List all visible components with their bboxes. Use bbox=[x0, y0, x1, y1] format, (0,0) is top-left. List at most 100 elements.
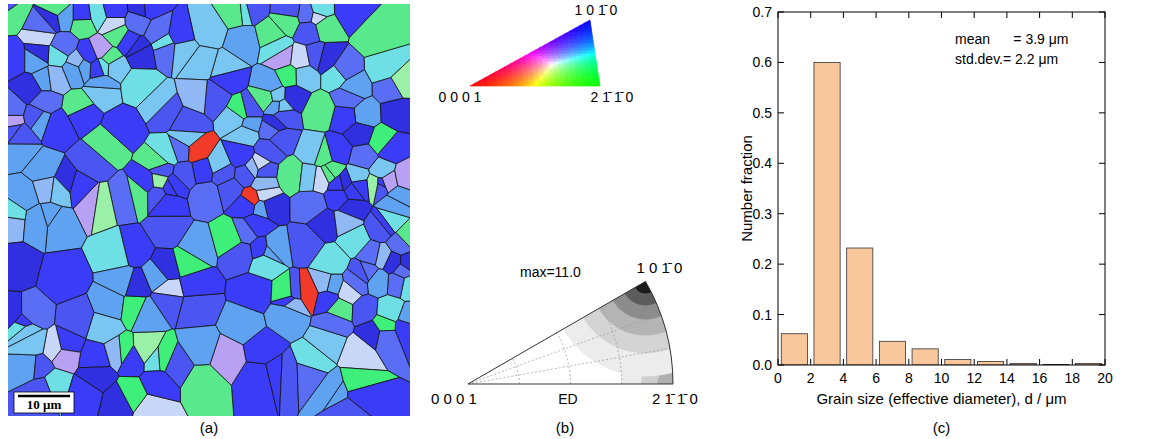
y-tick-label: 0.3 bbox=[753, 206, 773, 222]
key-cell bbox=[566, 75, 571, 78]
key-cell bbox=[569, 59, 574, 62]
key-cell bbox=[594, 78, 599, 81]
key-cell bbox=[517, 72, 522, 75]
key-cell bbox=[538, 64, 543, 67]
key-cell bbox=[570, 31, 575, 34]
key-cell bbox=[485, 78, 490, 81]
key-cell bbox=[567, 48, 572, 51]
key-cell bbox=[555, 42, 560, 45]
key-cell bbox=[532, 67, 537, 70]
key-cell bbox=[511, 67, 516, 70]
key-cell bbox=[586, 64, 591, 67]
key-cell bbox=[545, 78, 550, 81]
grain bbox=[348, 377, 410, 416]
key-cell bbox=[520, 61, 525, 64]
key-cell bbox=[533, 72, 538, 75]
key-cell bbox=[575, 59, 580, 62]
grain bbox=[257, 36, 294, 64]
key-cell bbox=[584, 53, 589, 56]
key-cell bbox=[562, 83, 567, 86]
key-cell bbox=[553, 61, 558, 64]
key-cell bbox=[518, 81, 523, 84]
grain bbox=[127, 175, 148, 223]
key-cell bbox=[523, 78, 528, 81]
key-cell bbox=[581, 28, 586, 31]
key-cell bbox=[523, 81, 528, 84]
grain bbox=[144, 347, 160, 372]
key-cell bbox=[507, 81, 512, 84]
x-tick bbox=[810, 359, 811, 365]
key-cell bbox=[550, 42, 555, 45]
key-cell bbox=[554, 67, 559, 70]
key-cell bbox=[573, 81, 578, 84]
key-cell bbox=[572, 45, 577, 48]
key-cell bbox=[548, 67, 553, 70]
key-cell bbox=[536, 59, 541, 62]
key-cell bbox=[583, 39, 588, 42]
key-cell bbox=[577, 72, 582, 75]
key-cell bbox=[575, 61, 580, 64]
key-cell bbox=[530, 83, 535, 86]
key-cell bbox=[497, 83, 502, 86]
bars bbox=[781, 62, 1101, 365]
key-cell bbox=[592, 70, 597, 73]
key-cell bbox=[568, 48, 573, 51]
key-cell bbox=[585, 20, 590, 23]
key-cell bbox=[577, 78, 582, 81]
grain bbox=[310, 4, 334, 17]
key-cell bbox=[491, 78, 496, 81]
key-cell bbox=[587, 34, 592, 37]
key-cell bbox=[585, 26, 590, 29]
grain bbox=[364, 211, 391, 242]
key-cell bbox=[559, 67, 564, 70]
key-cell bbox=[502, 81, 507, 84]
key-cell bbox=[574, 56, 579, 59]
key-cell bbox=[527, 67, 532, 70]
key-cell bbox=[561, 42, 566, 45]
x-tick-label: 18 bbox=[1065, 370, 1081, 386]
key-cell bbox=[480, 78, 485, 81]
key-cell bbox=[550, 75, 555, 78]
grain bbox=[263, 101, 279, 115]
key-cell bbox=[557, 50, 562, 53]
key-cell bbox=[579, 56, 584, 59]
key-cell bbox=[590, 56, 595, 59]
key-cell bbox=[574, 56, 579, 59]
key-cell bbox=[548, 61, 553, 64]
key-cell bbox=[588, 45, 593, 48]
key-cell bbox=[505, 67, 510, 70]
key-cell bbox=[480, 81, 485, 84]
key-cell bbox=[545, 81, 550, 84]
grain bbox=[73, 4, 91, 20]
y-tick bbox=[778, 62, 784, 63]
key-cell bbox=[548, 61, 553, 64]
key-cell bbox=[579, 53, 584, 56]
key-cell bbox=[535, 50, 540, 53]
key-cell bbox=[593, 72, 598, 75]
grain bbox=[212, 164, 235, 186]
key-cell bbox=[575, 64, 580, 67]
key-cell bbox=[587, 72, 592, 75]
key-cell bbox=[576, 34, 581, 37]
key-cell bbox=[574, 53, 579, 56]
key-cell bbox=[496, 75, 501, 78]
key-cell bbox=[555, 72, 560, 75]
key-cell bbox=[506, 70, 511, 73]
key-cell bbox=[535, 53, 540, 56]
y-tick bbox=[778, 264, 784, 265]
key-cell bbox=[581, 70, 586, 73]
key-cell bbox=[567, 45, 572, 48]
key-cell bbox=[566, 37, 571, 40]
key-cell bbox=[510, 64, 515, 67]
x-axis-title: Grain size (effective diameter), d / μm bbox=[816, 390, 1066, 407]
key-cell bbox=[563, 53, 568, 56]
key-cell bbox=[528, 75, 533, 78]
key-cell bbox=[538, 67, 543, 70]
key-cell bbox=[551, 83, 556, 86]
key-cell bbox=[515, 61, 520, 64]
key-cell bbox=[570, 34, 575, 37]
key-cell bbox=[550, 42, 555, 45]
key-cell bbox=[512, 75, 517, 78]
key-cell bbox=[500, 70, 505, 73]
key-cell bbox=[561, 78, 566, 81]
